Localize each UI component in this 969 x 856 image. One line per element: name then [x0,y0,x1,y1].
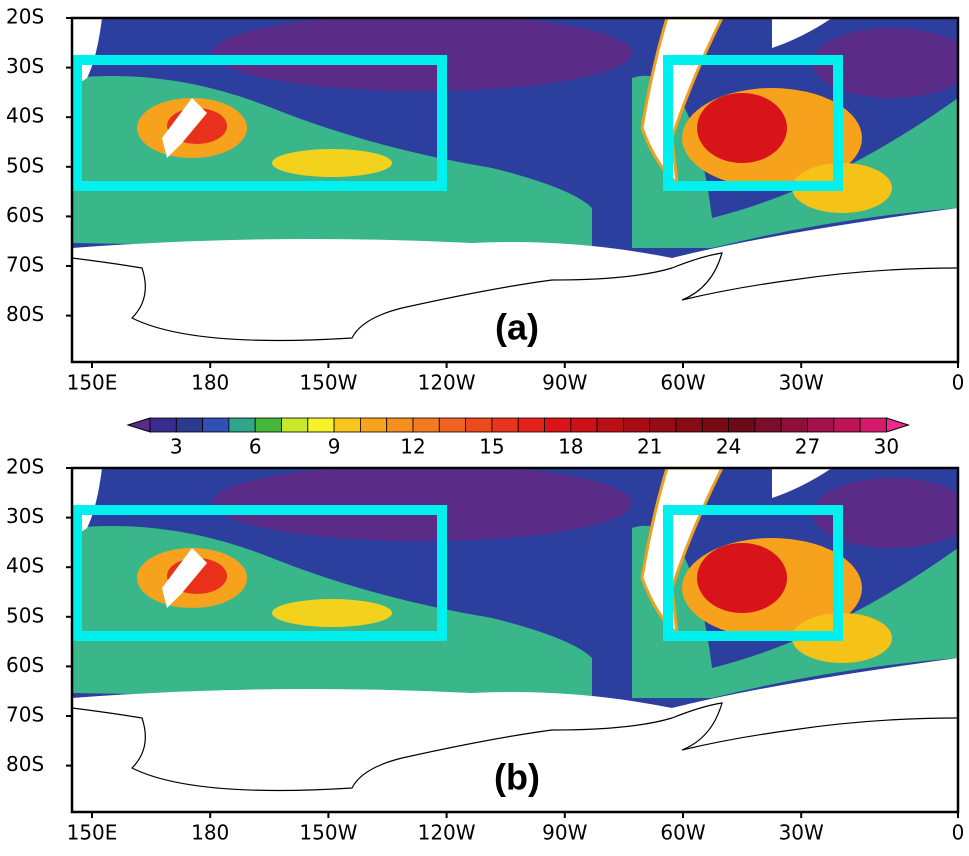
colorbar-swatch [728,417,756,433]
high-region [697,543,787,613]
lon-label: 180 [191,371,229,395]
colorbar-swatch [465,417,493,433]
colorbar-label: 18 [558,435,583,459]
colorbar-end [126,417,151,433]
panel-label: (a) [495,307,539,348]
colorbar-swatch [412,417,440,433]
box [72,55,447,191]
colorbar-swatch [386,417,414,433]
colorbar-swatch [649,417,677,433]
map-panel [72,468,958,812]
colorbar-swatch [281,417,309,433]
colorbar-label: 27 [795,435,820,459]
colorbar-swatch [807,417,835,433]
colorbar-label: 15 [479,435,504,459]
lon-label: 120W [418,371,476,395]
lat-label: 80S [6,302,44,326]
colorbar-swatch [333,417,361,433]
lon-label: 30W [779,371,824,395]
lat-label: 50S [6,603,44,627]
colorbar-swatch [833,417,861,433]
colorbar-swatch [491,417,519,433]
land [772,18,832,48]
lon-label: 0 [952,371,965,395]
box [72,505,447,641]
lon-label: 150E [67,371,118,395]
colorbar-label: 24 [716,435,741,459]
colorbar-swatch [359,417,388,433]
colorbar-label: 3 [170,435,183,459]
lat-label: 70S [6,253,44,277]
box [663,55,843,191]
lat-label: 30S [6,54,44,78]
lon-label: 60W [660,821,705,845]
colorbar-swatch [438,417,466,433]
high-region [697,93,787,163]
colorbar-swatch [175,417,204,433]
colorbar-swatch [307,417,335,433]
colorbar-label: 9 [328,435,341,459]
land [162,98,207,158]
colorbar-swatch [754,417,782,433]
colorbar-swatch [780,417,808,433]
lat-label: 60S [6,203,44,227]
frame [70,16,960,364]
lon-label: 90W [542,371,587,395]
box [663,505,843,641]
colorbar-swatch [517,417,545,433]
lon-label: 150W [299,371,357,395]
high-region [272,599,392,627]
lat-label: 20S [6,455,44,479]
lon-label: 60W [660,371,705,395]
high-region [272,149,392,177]
lon-label: 180 [191,821,229,845]
colorbar-swatch [859,417,887,433]
land [772,468,832,498]
lon-label: 150E [67,821,118,845]
lon-label: 90W [542,821,587,845]
lat-label: 30S [6,504,44,528]
colorbar-label: 12 [400,435,425,459]
lon-label: 30W [779,821,824,845]
colorbar-swatch [570,417,598,433]
colorbar-swatch [228,417,256,433]
colorbar-label: 21 [637,435,662,459]
lon-label: 150W [299,821,357,845]
colorbar-swatch [623,417,651,433]
colorbar-swatch [596,417,624,433]
colorbar-label: 30 [874,435,899,459]
lat-label: 40S [6,104,44,128]
lat-label: 80S [6,752,44,776]
panel-label: (b) [494,757,540,798]
lat-label: 50S [6,153,44,177]
land [162,548,207,608]
colorbar-label: 6 [249,435,262,459]
low-region [812,478,958,548]
colorbar-swatch [254,417,282,433]
lat-label: 60S [6,653,44,677]
lat-label: 20S [6,5,44,29]
colorbar-swatch [149,417,177,433]
colorbar-swatch [544,417,572,433]
coastline [72,702,958,792]
colorbar-swatch [202,417,230,433]
map-panel [72,18,958,362]
lat-label: 70S [6,703,44,727]
frame [70,466,960,814]
lat-label: 40S [6,554,44,578]
lon-label: 120W [418,821,476,845]
coastline [72,252,958,342]
lon-label: 0 [952,821,965,845]
low-region [212,18,632,91]
low-region [212,468,632,541]
colorbar-swatch [675,417,703,433]
colorbar-swatch [701,417,729,433]
low-region [812,28,958,98]
colorbar-end [885,417,911,433]
